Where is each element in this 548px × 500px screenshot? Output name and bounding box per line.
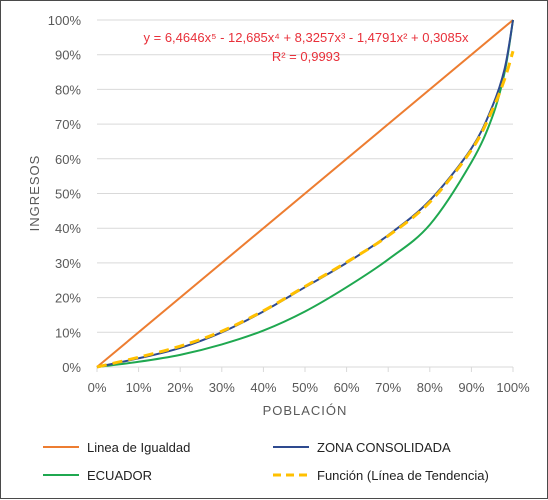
series-line-linea-de-igualdad — [96, 19, 514, 368]
x-axis-title: POBLACIÓN — [263, 403, 348, 418]
y-tick-label: 20% — [55, 291, 81, 306]
trendline-equation: y = 6,4646x⁵ - 12,685x⁴ + 8,3257x³ - 1,4… — [144, 30, 469, 45]
x-tick-label: 40% — [250, 380, 276, 395]
y-tick-label: 80% — [55, 82, 81, 97]
x-tick-label: 70% — [375, 380, 401, 395]
series-lines — [96, 19, 515, 369]
r-squared-label: R² = 0,9993 — [272, 49, 340, 64]
y-tick-label: 100% — [48, 13, 82, 28]
y-tick-label: 40% — [55, 221, 81, 236]
x-tick-label: 10% — [126, 380, 152, 395]
x-tick-label: 100% — [496, 380, 530, 395]
legend-label: Función (Línea de Tendencia) — [317, 468, 489, 483]
y-tick-label: 30% — [55, 256, 81, 271]
x-tick-label: 80% — [417, 380, 443, 395]
series-line-funci-n-l-nea-de-tendencia — [96, 50, 515, 369]
tick-labels: 0% 10% 20% 30% 40% 50% 60% 70% 80% 90% 100% 0% 10% 20… — [48, 13, 530, 395]
y-tick-label: 60% — [55, 152, 81, 167]
y-tick-label: 70% — [55, 117, 81, 132]
x-tick-label: 0% — [88, 380, 107, 395]
series-line-ecuador — [96, 19, 514, 368]
legend: Linea de Igualdad ZONA CONSOLIDADA ECUADOR… — [43, 440, 489, 483]
y-axis-title: INGRESOS — [27, 155, 42, 232]
y-tick-label: 50% — [55, 187, 81, 202]
legend-label: ZONA CONSOLIDADA — [317, 440, 451, 455]
legend-label: Linea de Igualdad — [87, 440, 190, 455]
y-tick-label: 10% — [55, 325, 81, 340]
x-tick-label: 90% — [458, 380, 484, 395]
x-tick-label: 60% — [334, 380, 360, 395]
x-tick-label: 50% — [292, 380, 318, 395]
x-tick-label: 20% — [167, 380, 193, 395]
legend-label: ECUADOR — [87, 468, 152, 483]
x-tick-label: 30% — [209, 380, 235, 395]
y-tick-label: 0% — [62, 360, 81, 375]
y-tick-label: 90% — [55, 48, 81, 63]
